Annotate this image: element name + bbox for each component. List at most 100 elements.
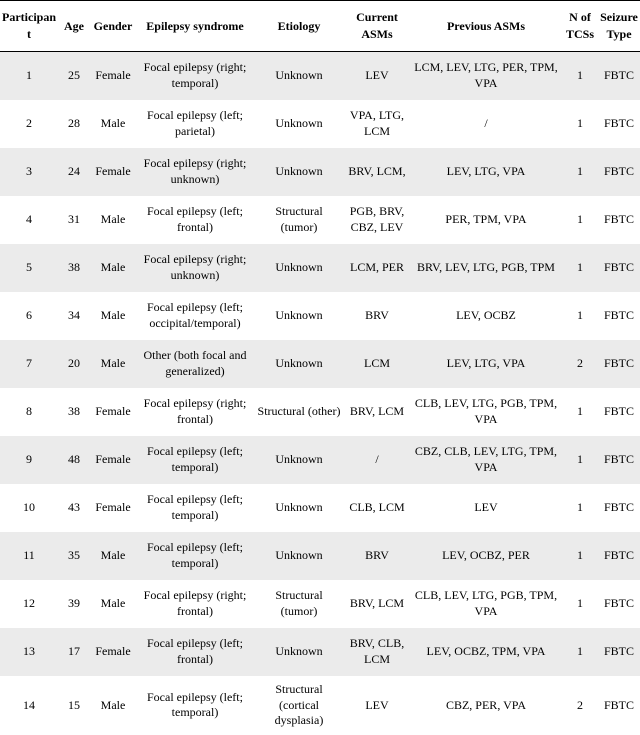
cell-current: BRV, LCM,: [344, 148, 410, 196]
cell-gender: Male: [90, 196, 136, 244]
cell-participant: 4: [0, 196, 58, 244]
cell-previous: /: [410, 100, 562, 148]
cell-previous: LEV, OCBZ, PER: [410, 532, 562, 580]
cell-age: 24: [58, 148, 90, 196]
cell-etiology: Structural (tumor): [254, 580, 344, 628]
cell-current: PGB, BRV, CBZ, LEV: [344, 196, 410, 244]
cell-syndrome: Focal epilepsy (left; temporal): [136, 484, 254, 532]
cell-syndrome: Focal epilepsy (left; frontal): [136, 196, 254, 244]
table-row: 838FemaleFocal epilepsy (right; frontal)…: [0, 388, 640, 436]
cell-current: BRV: [344, 532, 410, 580]
cell-type: FBTC: [598, 52, 640, 101]
cell-previous: CBZ, CLB, LEV, LTG, TPM, VPA: [410, 436, 562, 484]
cell-previous: CLB, LEV, LTG, PGB, TPM, VPA: [410, 580, 562, 628]
cell-gender: Male: [90, 580, 136, 628]
cell-age: 43: [58, 484, 90, 532]
cell-participant: 11: [0, 532, 58, 580]
cell-current: LCM, PER: [344, 244, 410, 292]
cell-current: BRV, LCM: [344, 580, 410, 628]
table-row: 125FemaleFocal epilepsy (right; temporal…: [0, 52, 640, 101]
cell-previous: LEV, LTG, VPA: [410, 340, 562, 388]
cell-age: 20: [58, 340, 90, 388]
cell-type: FBTC: [598, 292, 640, 340]
table-row: 720MaleOther (both focal and generalized…: [0, 340, 640, 388]
cell-participant: 8: [0, 388, 58, 436]
cell-participant: 12: [0, 580, 58, 628]
cell-age: 15: [58, 676, 90, 735]
cell-current: LEV: [344, 676, 410, 735]
cell-etiology: Unknown: [254, 244, 344, 292]
cell-participant: 2: [0, 100, 58, 148]
cell-gender: Male: [90, 676, 136, 735]
table-body: 125FemaleFocal epilepsy (right; temporal…: [0, 52, 640, 735]
cell-age: 38: [58, 388, 90, 436]
cell-syndrome: Focal epilepsy (right; frontal): [136, 580, 254, 628]
cell-type: FBTC: [598, 388, 640, 436]
cell-syndrome: Focal epilepsy (right; temporal): [136, 52, 254, 101]
table-row: 538MaleFocal epilepsy (right; unknown)Un…: [0, 244, 640, 292]
cell-ntcs: 1: [562, 388, 598, 436]
cell-etiology: Structural (other): [254, 388, 344, 436]
cell-ntcs: 2: [562, 676, 598, 735]
table-row: 1043FemaleFocal epilepsy (left; temporal…: [0, 484, 640, 532]
cell-ntcs: 1: [562, 148, 598, 196]
cell-previous: CLB, LEV, LTG, PGB, TPM, VPA: [410, 388, 562, 436]
cell-ntcs: 1: [562, 436, 598, 484]
cell-current: /: [344, 436, 410, 484]
cell-participant: 5: [0, 244, 58, 292]
cell-type: FBTC: [598, 532, 640, 580]
cell-ntcs: 2: [562, 340, 598, 388]
cell-type: FBTC: [598, 676, 640, 735]
col-header-current: Current ASMs: [344, 1, 410, 52]
cell-gender: Female: [90, 484, 136, 532]
col-header-previous: Previous ASMs: [410, 1, 562, 52]
cell-ntcs: 1: [562, 628, 598, 676]
cell-type: FBTC: [598, 244, 640, 292]
cell-age: 17: [58, 628, 90, 676]
cell-syndrome: Focal epilepsy (right; unknown): [136, 148, 254, 196]
cell-age: 39: [58, 580, 90, 628]
cell-current: CLB, LCM: [344, 484, 410, 532]
cell-previous: BRV, LEV, LTG, PGB, TPM: [410, 244, 562, 292]
table-row: 948FemaleFocal epilepsy (left; temporal)…: [0, 436, 640, 484]
col-header-participant: Participant: [0, 1, 58, 52]
cell-syndrome: Focal epilepsy (left; occipital/temporal…: [136, 292, 254, 340]
cell-age: 28: [58, 100, 90, 148]
cell-age: 48: [58, 436, 90, 484]
cell-type: FBTC: [598, 628, 640, 676]
cell-syndrome: Focal epilepsy (left; frontal): [136, 628, 254, 676]
cell-gender: Female: [90, 52, 136, 101]
cell-ntcs: 1: [562, 52, 598, 101]
cell-etiology: Unknown: [254, 484, 344, 532]
cell-etiology: Unknown: [254, 292, 344, 340]
table-row: 1317FemaleFocal epilepsy (left; frontal)…: [0, 628, 640, 676]
cell-etiology: Structural (tumor): [254, 196, 344, 244]
cell-etiology: Unknown: [254, 100, 344, 148]
cell-age: 35: [58, 532, 90, 580]
col-header-syndrome: Epilepsy syndrome: [136, 1, 254, 52]
cell-etiology: Unknown: [254, 52, 344, 101]
cell-syndrome: Focal epilepsy (right; frontal): [136, 388, 254, 436]
cell-participant: 10: [0, 484, 58, 532]
cell-current: VPA, LTG, LCM: [344, 100, 410, 148]
table-row: 324FemaleFocal epilepsy (right; unknown)…: [0, 148, 640, 196]
table-row: 1239MaleFocal epilepsy (right; frontal)S…: [0, 580, 640, 628]
table-row: 1135MaleFocal epilepsy (left; temporal)U…: [0, 532, 640, 580]
col-header-etiology: Etiology: [254, 1, 344, 52]
cell-etiology: Unknown: [254, 148, 344, 196]
cell-participant: 7: [0, 340, 58, 388]
cell-participant: 3: [0, 148, 58, 196]
cell-type: FBTC: [598, 196, 640, 244]
table-row: 228MaleFocal epilepsy (left; parietal)Un…: [0, 100, 640, 148]
cell-etiology: Unknown: [254, 436, 344, 484]
cell-etiology: Unknown: [254, 628, 344, 676]
col-header-gender: Gender: [90, 1, 136, 52]
cell-current: BRV, LCM: [344, 388, 410, 436]
cell-type: FBTC: [598, 484, 640, 532]
cell-previous: CBZ, PER, VPA: [410, 676, 562, 735]
cell-age: 38: [58, 244, 90, 292]
cell-gender: Male: [90, 340, 136, 388]
cell-participant: 13: [0, 628, 58, 676]
cell-gender: Female: [90, 436, 136, 484]
cell-gender: Male: [90, 532, 136, 580]
